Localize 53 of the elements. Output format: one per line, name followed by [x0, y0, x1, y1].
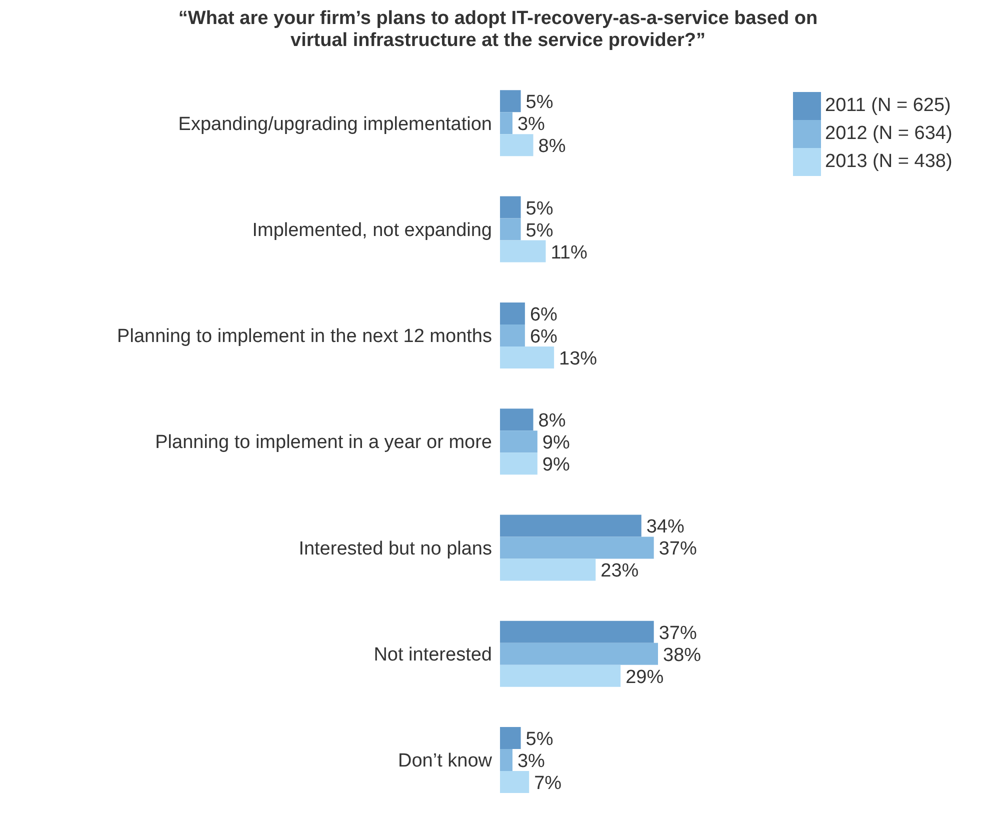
bar	[500, 218, 521, 240]
bar	[500, 430, 538, 453]
bar	[500, 196, 521, 218]
bar	[500, 324, 525, 346]
data-label: 6%	[530, 326, 558, 348]
data-label: 5%	[526, 92, 554, 114]
bar	[500, 727, 521, 750]
y-tick-label: Planning to implement in a year or more	[155, 432, 492, 454]
bar	[500, 90, 521, 112]
data-label: 13%	[559, 348, 598, 370]
data-label: 3%	[517, 114, 546, 136]
data-label: 37%	[658, 622, 697, 644]
data-label: 8%	[538, 136, 566, 158]
y-tick-label: Planning to implement in the next 12 months	[117, 326, 492, 348]
data-label: 34%	[646, 516, 684, 538]
bar	[500, 558, 596, 581]
data-label: 37%	[658, 538, 697, 560]
legend-label: 2011 (N = 625)	[825, 95, 951, 116]
bar	[500, 664, 621, 687]
data-label: 9%	[542, 454, 570, 476]
data-label: 5%	[526, 729, 554, 750]
bar	[500, 346, 554, 368]
data-label: 8%	[538, 410, 566, 432]
data-label: 3%	[517, 751, 546, 772]
chart-title: “What are your firm’s plans to adopt IT-recovery-as-a-service based on virtual infrastructure at the service provider?”	[177, 8, 819, 52]
data-label: 6%	[530, 304, 558, 326]
data-label: 29%	[626, 666, 664, 688]
data-label: 9%	[542, 432, 570, 454]
bar	[500, 749, 512, 772]
bar	[500, 536, 654, 559]
bar	[500, 620, 654, 643]
y-tick-label: Don’t know	[398, 750, 492, 772]
bar	[500, 514, 642, 537]
data-label: 23%	[600, 560, 639, 582]
legend-label: 2012 (N = 634)	[825, 123, 952, 144]
data-label: 5%	[526, 220, 554, 242]
y-tick-label: Expanding/upgrading implementation	[178, 114, 492, 135]
y-tick-label: Implemented, not expanding	[252, 220, 492, 241]
bar	[500, 240, 546, 262]
bar	[500, 642, 658, 665]
y-tick-label: Interested but no plans	[298, 538, 492, 560]
data-label: 7%	[534, 773, 562, 794]
y-tick-label: Not interested	[374, 644, 492, 666]
legend-label: 2013 (N = 438)	[825, 151, 952, 172]
bar	[500, 452, 538, 475]
bar	[500, 112, 512, 134]
bar	[500, 134, 534, 156]
data-label: 5%	[526, 198, 554, 220]
data-label: 38%	[663, 644, 702, 666]
bar	[500, 408, 534, 431]
bar	[500, 302, 525, 324]
bar	[500, 771, 530, 794]
data-label: 11%	[550, 242, 588, 264]
